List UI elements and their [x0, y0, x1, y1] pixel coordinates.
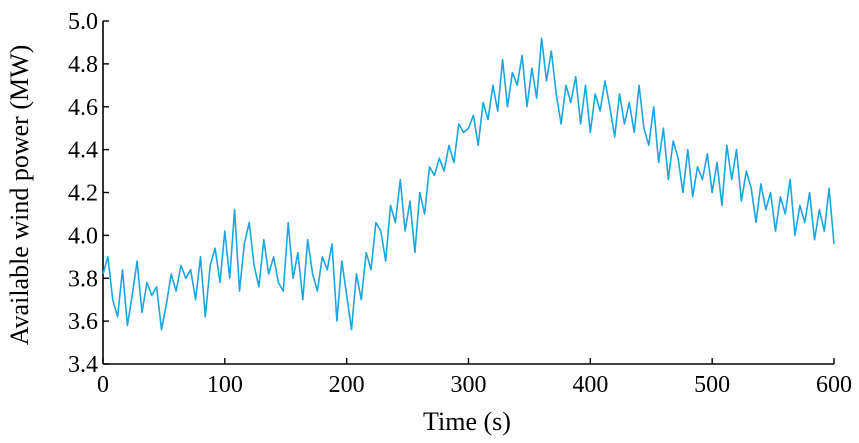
series-group [102, 37, 835, 331]
y-tick-label: 4.6 [68, 95, 98, 121]
y-tick-label: 4.2 [68, 181, 98, 207]
y-tick-label: 3.6 [68, 309, 98, 335]
y-tick-label: 4.4 [68, 138, 98, 164]
x-tick-label: 500 [694, 372, 730, 398]
x-tick-label: 300 [451, 372, 487, 398]
x-tick-label: 100 [207, 372, 243, 398]
x-axis-title: Time (s) [423, 407, 511, 436]
axes [102, 21, 834, 365]
y-axis-ticks: 3.4 3.6 3.8 4.0 4.2 4.4 4.6 4.8 5.0 [68, 9, 109, 378]
x-axis-ticks: 0 100 200 300 400 500 600 [97, 358, 852, 398]
y-tick-label: 3.8 [68, 266, 98, 292]
series-line-wind-power [102, 37, 835, 331]
y-tick-label: 3.4 [68, 352, 98, 378]
y-tick-label: 4.0 [68, 223, 98, 249]
y-tick-label: 5.0 [68, 9, 98, 35]
x-tick-label: 600 [816, 372, 852, 398]
x-tick-label: 200 [329, 372, 365, 398]
y-axis-title: Available wind power (MW) [5, 45, 34, 346]
y-tick-label: 4.8 [68, 52, 98, 78]
x-tick-label: 400 [572, 372, 608, 398]
x-tick-label: 0 [97, 372, 109, 398]
